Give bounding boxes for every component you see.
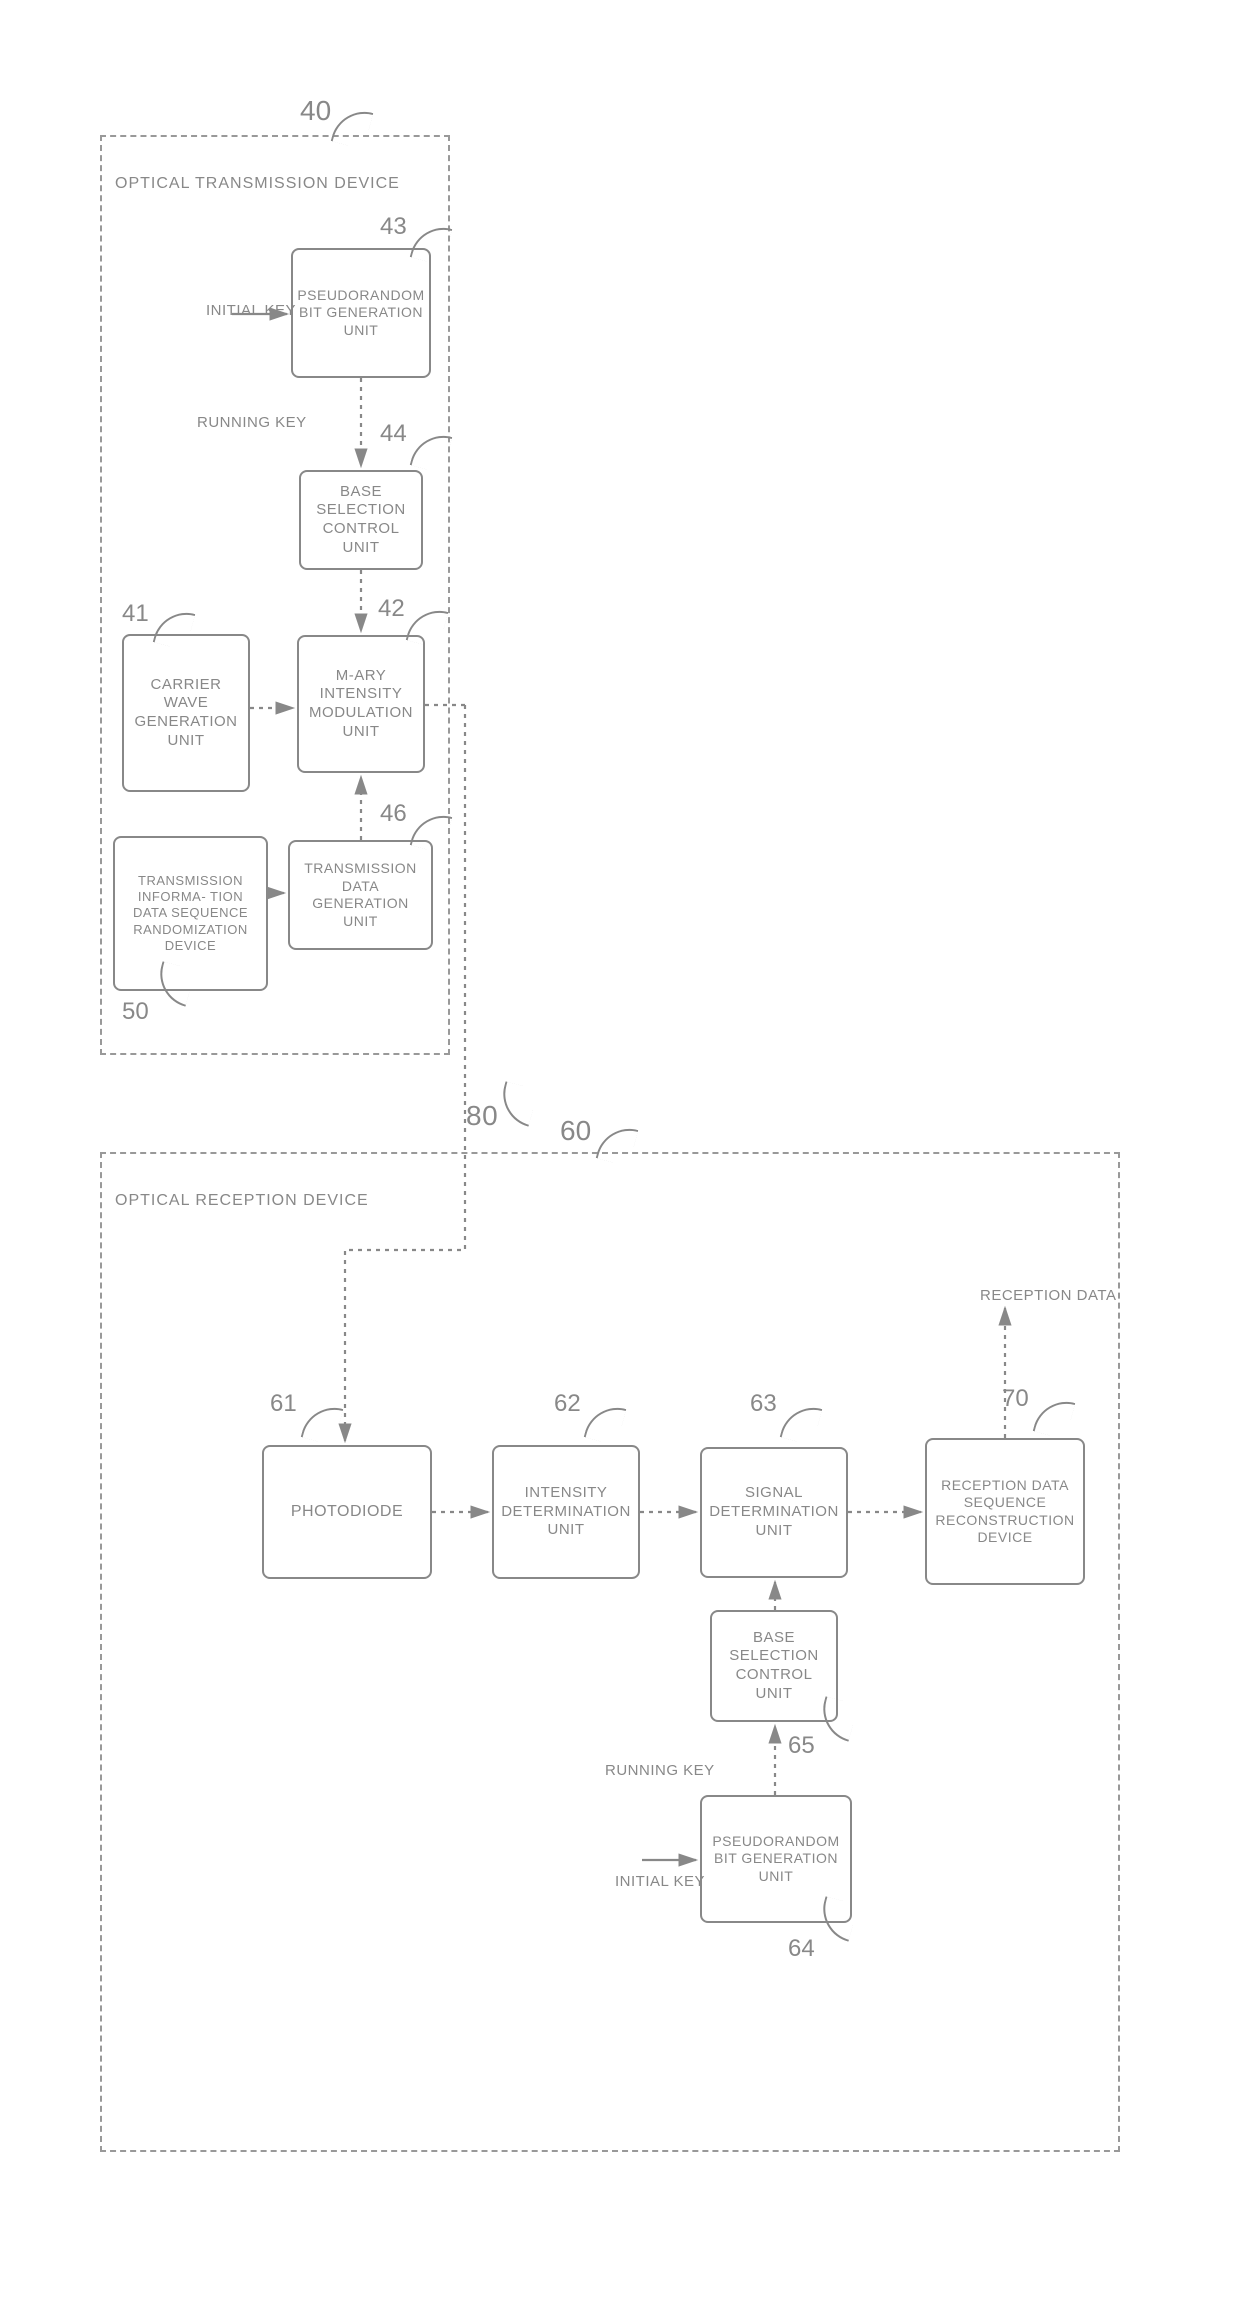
label-runkey_rx: RUNNING KEY bbox=[605, 1762, 715, 1779]
rx-device-title: OPTICAL RECEPTION DEVICE bbox=[115, 1192, 369, 1210]
ref-n70: 70 bbox=[1002, 1385, 1029, 1413]
ref-n63: 63 bbox=[750, 1390, 777, 1418]
ref-n46: 46 bbox=[380, 800, 407, 828]
ref-n43: 43 bbox=[380, 213, 407, 241]
ref-n42: 42 bbox=[378, 595, 405, 623]
ref-n44: 44 bbox=[380, 420, 407, 448]
ref-n62: 62 bbox=[554, 1390, 581, 1418]
ref-n65: 65 bbox=[788, 1732, 815, 1760]
tx-device-ref: 40 bbox=[300, 95, 331, 127]
node-n41: CARRIER WAVE GENERATION UNIT bbox=[122, 634, 250, 792]
label-runkey_tx: RUNNING KEY bbox=[197, 414, 307, 431]
ref-n41: 41 bbox=[122, 600, 149, 628]
node-n61: PHOTODIODE bbox=[262, 1445, 432, 1579]
node-n50: TRANSMISSION INFORMA- TION DATA SEQUENCE… bbox=[113, 836, 268, 991]
label-initkey_tx: INITIAL KEY bbox=[206, 302, 296, 319]
tx-device-title: OPTICAL TRANSMISSION DEVICE bbox=[115, 175, 400, 193]
node-n42: M-ARY INTENSITY MODULATION UNIT bbox=[297, 635, 425, 773]
ref-n61: 61 bbox=[270, 1390, 297, 1418]
label-ref80: 80 bbox=[466, 1100, 498, 1132]
node-n70: RECEPTION DATA SEQUENCE RECONSTRUCTION D… bbox=[925, 1438, 1085, 1585]
rx-device-box bbox=[100, 1152, 1120, 2152]
label-initkey_rx: INITIAL KEY bbox=[615, 1873, 705, 1890]
rx-device-ref: 60 bbox=[560, 1115, 591, 1147]
node-n46: TRANSMISSION DATA GENERATION UNIT bbox=[288, 840, 433, 950]
node-n62: INTENSITY DETERMINATION UNIT bbox=[492, 1445, 640, 1579]
node-n65: BASE SELECTION CONTROL UNIT bbox=[710, 1610, 838, 1722]
ref-n64: 64 bbox=[788, 1935, 815, 1963]
node-n44: BASE SELECTION CONTROL UNIT bbox=[299, 470, 423, 570]
node-n43: PSEUDORANDOM BIT GENERATION UNIT bbox=[291, 248, 431, 378]
node-n63: SIGNAL DETERMINATION UNIT bbox=[700, 1447, 848, 1578]
ref-n50: 50 bbox=[122, 998, 149, 1026]
label-recdata: RECEPTION DATA bbox=[980, 1287, 1116, 1304]
curve-80 bbox=[496, 1081, 539, 1127]
